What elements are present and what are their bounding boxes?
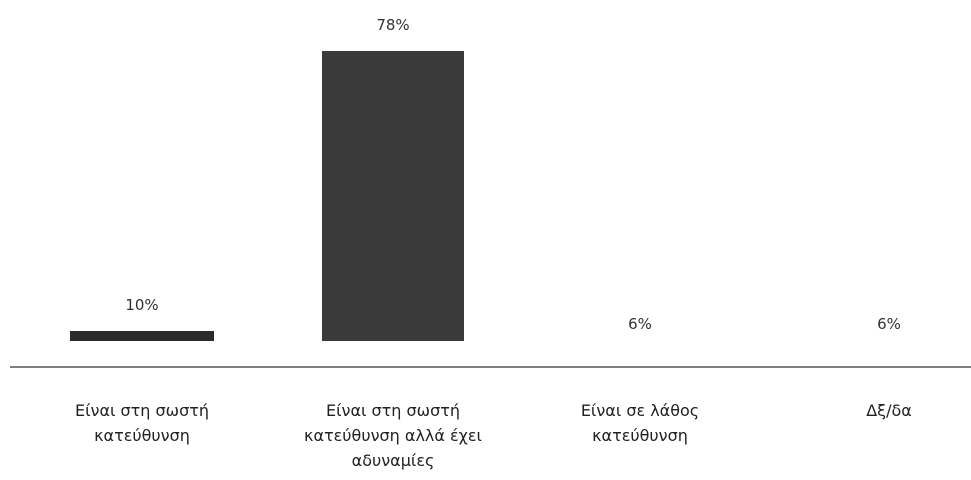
category-label-2: Είναι σε λάθος κατεύθυνση [581,401,699,445]
bar-1 [322,51,464,341]
category-label-1: Είναι στη σωστή κατεύθυνση αλλά έχει αδυνα… [304,401,482,470]
value-label-2: 6% [628,315,652,333]
bars-group [70,51,464,341]
category-labels-group: Είναι στη σωστή κατεύθυνση Είναι στη σωστή… [75,401,912,470]
value-label-0: 10% [125,296,158,314]
bar-0 [70,331,214,341]
value-labels-group: 10% 78% 6% 6% [125,16,901,333]
category-label-3: Δξ/δα [866,401,912,420]
category-label-0: Είναι στη σωστή κατεύθυνση [75,401,209,445]
value-label-1: 78% [376,16,409,34]
value-label-3: 6% [877,315,901,333]
